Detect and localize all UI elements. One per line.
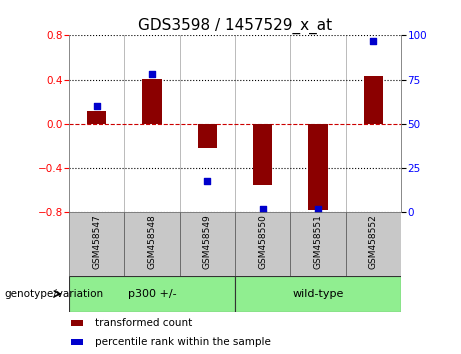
Text: transformed count: transformed count xyxy=(95,318,192,329)
Point xyxy=(370,38,377,44)
Bar xyxy=(124,212,180,276)
Bar xyxy=(235,276,401,312)
Text: genotype/variation: genotype/variation xyxy=(5,289,104,299)
Bar xyxy=(290,212,346,276)
Point xyxy=(259,206,266,212)
Bar xyxy=(198,124,217,148)
Point xyxy=(314,206,322,212)
Point xyxy=(93,103,100,109)
Text: p300 +/-: p300 +/- xyxy=(128,289,177,299)
Text: GSM458550: GSM458550 xyxy=(258,214,267,269)
Point xyxy=(204,178,211,183)
Text: wild-type: wild-type xyxy=(292,289,344,299)
Title: GDS3598 / 1457529_x_at: GDS3598 / 1457529_x_at xyxy=(138,18,332,34)
Bar xyxy=(308,124,328,210)
Bar xyxy=(346,212,401,276)
Text: GSM458548: GSM458548 xyxy=(148,214,157,269)
Bar xyxy=(69,212,124,276)
Bar xyxy=(87,110,106,124)
Bar xyxy=(142,79,162,124)
Bar xyxy=(69,276,235,312)
Point xyxy=(148,72,156,77)
Bar xyxy=(235,212,290,276)
Text: percentile rank within the sample: percentile rank within the sample xyxy=(95,337,271,347)
Bar xyxy=(253,124,272,185)
Text: GSM458551: GSM458551 xyxy=(313,214,323,269)
Bar xyxy=(180,212,235,276)
Text: GSM458549: GSM458549 xyxy=(203,214,212,269)
Text: GSM458552: GSM458552 xyxy=(369,214,378,269)
Text: GSM458547: GSM458547 xyxy=(92,214,101,269)
Bar xyxy=(364,76,383,124)
